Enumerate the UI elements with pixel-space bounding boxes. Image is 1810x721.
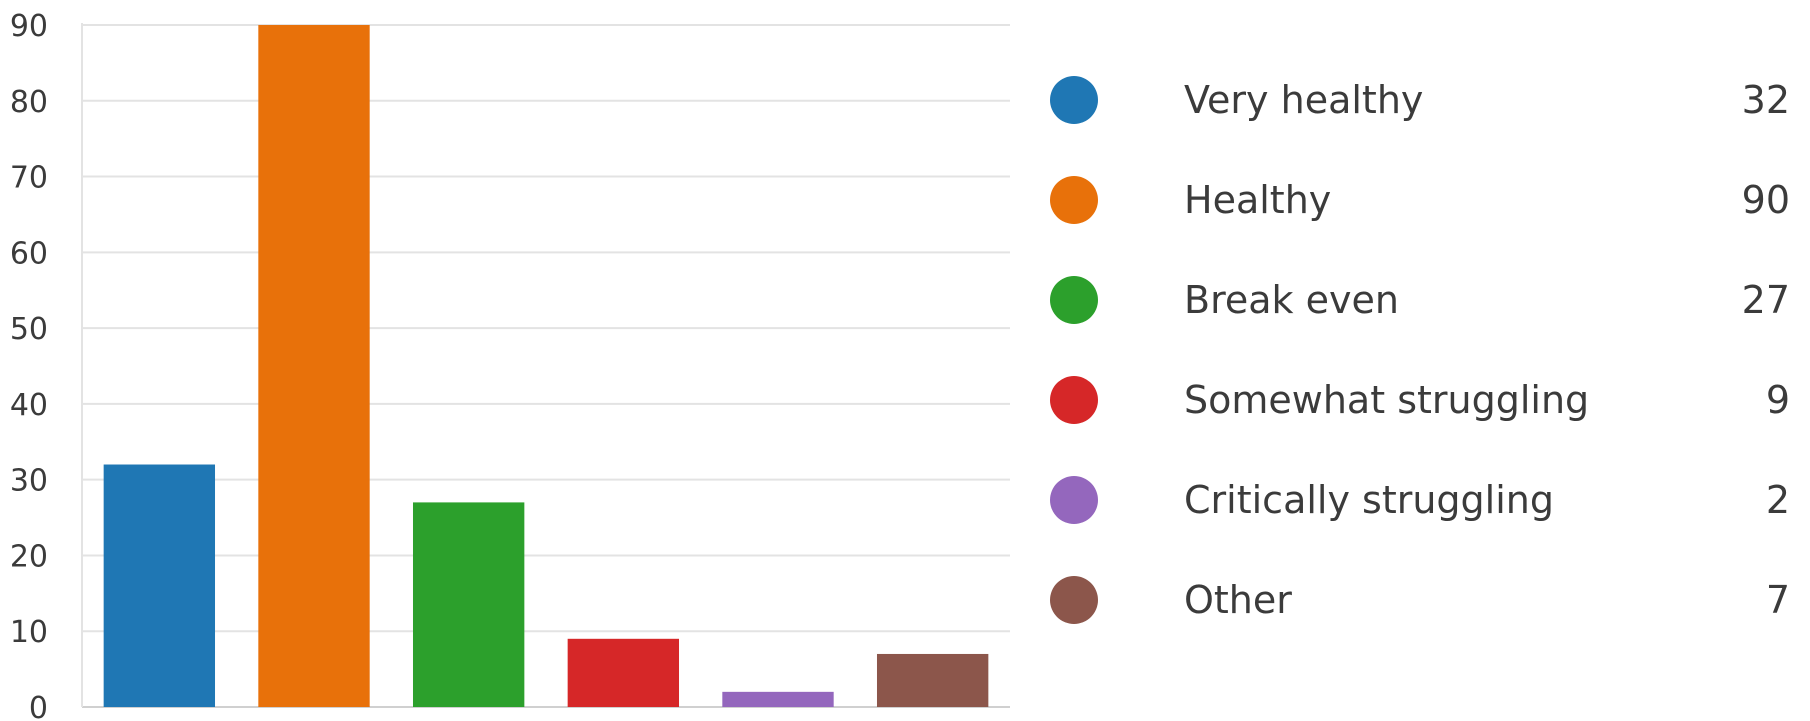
y-tick-label: 0 (29, 691, 48, 721)
legend-item-somewhat-struggling[interactable]: Somewhat struggling 9 (1050, 370, 1790, 430)
bar-chart: 0 10 20 30 40 50 60 70 80 90 (10, 9, 1010, 721)
y-tick-label: 80 (10, 85, 48, 120)
legend-item-very-healthy[interactable]: Very healthy 32 (1050, 70, 1790, 130)
y-tick-label: 60 (10, 236, 48, 271)
y-tick-label: 50 (10, 312, 48, 347)
y-tick-label: 40 (10, 388, 48, 423)
legend-value: 2 (1765, 478, 1790, 522)
legend-item-other[interactable]: Other 7 (1050, 570, 1790, 630)
legend-label: Very healthy (1184, 78, 1424, 122)
bar-somewhat-struggling (567, 638, 680, 707)
bar-break-even (412, 502, 525, 707)
legend-swatch (1050, 576, 1098, 624)
legend-value: 7 (1765, 578, 1790, 622)
legend-label: Somewhat struggling (1184, 378, 1590, 422)
legend-item-critically-struggling[interactable]: Critically struggling 2 (1050, 470, 1790, 530)
legend-value: 9 (1765, 378, 1790, 422)
legend-swatch (1050, 376, 1098, 424)
legend-label: Other (1184, 578, 1292, 622)
legend-item-break-even[interactable]: Break even 27 (1050, 270, 1790, 330)
y-tick-label: 20 (10, 539, 48, 574)
y-tick-label: 70 (10, 161, 48, 196)
legend-swatch (1050, 276, 1098, 324)
legend-swatch (1050, 76, 1098, 124)
legend-item-healthy[interactable]: Healthy 90 (1050, 170, 1790, 230)
bar-healthy (258, 25, 370, 707)
y-tick-label: 90 (10, 9, 48, 44)
legend-swatch (1050, 176, 1098, 224)
bar-other (876, 653, 989, 707)
legend-label: Healthy (1184, 178, 1332, 222)
y-tick-label: 10 (10, 615, 48, 650)
legend-label: Break even (1184, 278, 1399, 322)
legend-value: 32 (1741, 78, 1790, 122)
legend-swatch (1050, 476, 1098, 524)
bar-very-healthy (103, 464, 216, 707)
bar-critically-struggling (722, 691, 834, 707)
chart-legend: Very healthy 32 Healthy 90 Break even 27… (1050, 0, 1810, 721)
legend-value: 90 (1741, 178, 1790, 222)
legend-value: 27 (1741, 278, 1790, 322)
legend-label: Critically struggling (1184, 478, 1554, 522)
y-tick-label: 30 (10, 464, 48, 499)
